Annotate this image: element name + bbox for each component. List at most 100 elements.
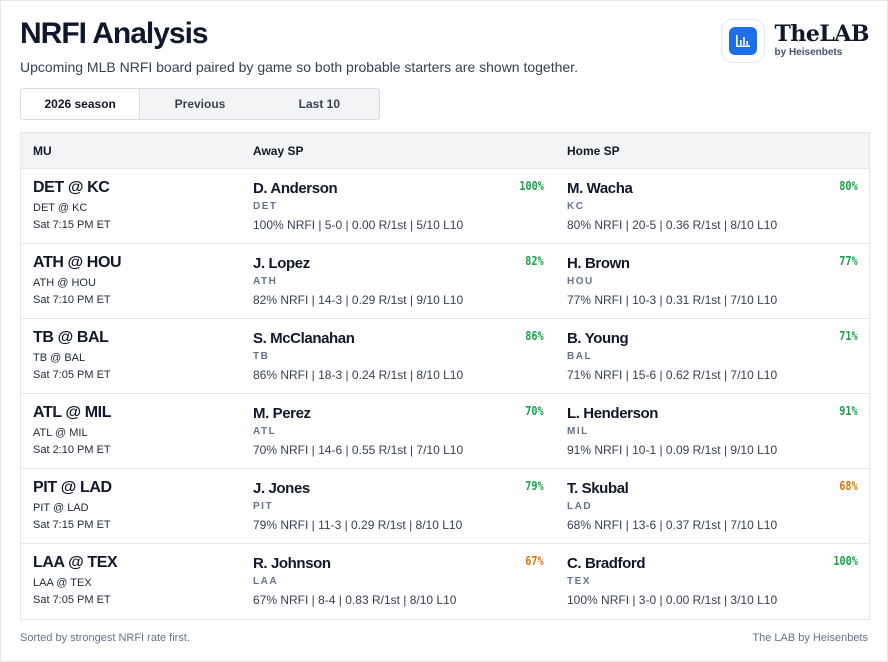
home-pitcher-stats: 77% NRFI | 10-3 | 0.31 R/1st | 7/10 L10 [567,293,778,307]
table-body: DET @ KC DET @ KC Sat 7:15 PM ET D. Ande… [21,169,869,619]
home-nrfi-pct: 91% [839,404,858,418]
brand-byline: by Heisenbets [774,47,843,58]
away-nrfi-pct: 79% [525,479,544,493]
home-nrfi-pct: 77% [839,254,858,268]
home-pitcher-name: L. Henderson [567,405,659,422]
matchup-teams: ATH @ HOU [33,277,96,289]
matchup-teams: LAA @ TEX [33,577,92,589]
away-pitcher-name: R. Johnson [253,555,331,572]
brand-badge [720,19,765,63]
home-starter: T. Skubal LAD 68% NRFI | 13-6 | 0.37 R/1… [567,469,858,544]
game-time: Sat 7:15 PM ET [33,519,111,531]
away-team-code: ATH [253,276,278,287]
home-starter: M. Wacha KC 80% NRFI | 20-5 | 0.36 R/1st… [567,169,858,244]
table-row[interactable]: DET @ KC DET @ KC Sat 7:15 PM ET D. Ande… [21,169,869,244]
matchup-teams: TB @ BAL [33,352,86,364]
table-row[interactable]: PIT @ LAD PIT @ LAD Sat 7:15 PM ET J. Jo… [21,469,869,544]
away-pitcher-name: J. Lopez [253,255,310,272]
matchup-name: ATH @ HOU [33,254,122,271]
away-nrfi-pct: 82% [525,254,544,268]
season-tabs: 2026 season Previous Last 10 [20,88,380,120]
matchup-teams: PIT @ LAD [33,502,89,514]
matchup-name: DET @ KC [33,179,110,196]
tab-last-10[interactable]: Last 10 [298,97,341,111]
away-team-code: PIT [253,501,274,512]
away-pitcher-stats: 67% NRFI | 8-4 | 0.83 R/1st | 8/10 L10 [253,593,457,607]
home-pitcher-name: H. Brown [567,255,630,272]
away-pitcher-name: D. Anderson [253,180,338,197]
away-pitcher-name: S. McClanahan [253,330,355,347]
footer-credit: The LAB by Heisenbets [752,632,868,644]
table-row[interactable]: TB @ BAL TB @ BAL Sat 7:05 PM ET S. McCl… [21,319,869,394]
away-team-code: ATL [253,426,277,437]
away-starter: S. McClanahan TB 86% NRFI | 18-3 | 0.24 … [253,319,544,394]
away-starter: D. Anderson DET 100% NRFI | 5-0 | 0.00 R… [253,169,544,244]
home-team-code: TEX [567,576,591,587]
home-pitcher-name: T. Skubal [567,480,629,497]
away-nrfi-pct: 67% [525,554,544,568]
game-time: Sat 7:05 PM ET [33,369,111,381]
tab-2026-season[interactable]: 2026 season [21,89,141,119]
home-pitcher-stats: 68% NRFI | 13-6 | 0.37 R/1st | 7/10 L10 [567,518,778,532]
home-nrfi-pct: 80% [839,179,858,193]
home-nrfi-pct: 100% [833,554,858,568]
away-pitcher-stats: 86% NRFI | 18-3 | 0.24 R/1st | 8/10 L10 [253,368,464,382]
matchup-teams: ATL @ MIL [33,427,88,439]
away-starter: R. Johnson LAA 67% NRFI | 8-4 | 0.83 R/1… [253,544,544,619]
away-team-code: LAA [253,576,279,587]
brand-text: TheLAB by Heisenbets [775,22,870,60]
away-starter: J. Jones PIT 79% NRFI | 11-3 | 0.29 R/1s… [253,469,544,544]
home-pitcher-stats: 71% NRFI | 15-6 | 0.62 R/1st | 7/10 L10 [567,368,778,382]
home-nrfi-pct: 68% [839,479,858,493]
game-time: Sat 2:10 PM ET [33,444,111,456]
home-pitcher-stats: 91% NRFI | 10-1 | 0.09 R/1st | 9/10 L10 [567,443,778,457]
away-starter: J. Lopez ATH 82% NRFI | 14-3 | 0.29 R/1s… [253,244,544,319]
home-starter: H. Brown HOU 77% NRFI | 10-3 | 0.31 R/1s… [567,244,858,319]
game-time: Sat 7:10 PM ET [33,294,111,306]
home-pitcher-stats: 80% NRFI | 20-5 | 0.36 R/1st | 8/10 L10 [567,218,778,232]
away-nrfi-pct: 86% [525,329,544,343]
brand-logo: TheLAB by Heisenbets [720,19,870,63]
home-pitcher-name: M. Wacha [567,180,633,197]
away-nrfi-pct: 100% [519,179,544,193]
away-pitcher-stats: 79% NRFI | 11-3 | 0.29 R/1st | 8/10 L10 [253,518,463,532]
table-header: MU Away SP Home SP [21,133,869,169]
table-row[interactable]: LAA @ TEX LAA @ TEX Sat 7:05 PM ET R. Jo… [21,544,869,619]
away-starter: M. Perez ATL 70% NRFI | 14-6 | 0.55 R/1s… [253,394,544,469]
home-team-code: MIL [567,426,589,437]
page-subtitle: Upcoming MLB NRFI board paired by game s… [20,59,578,75]
away-pitcher-name: M. Perez [253,405,311,422]
away-pitcher-stats: 70% NRFI | 14-6 | 0.55 R/1st | 7/10 L10 [253,443,464,457]
table-row[interactable]: ATL @ MIL ATL @ MIL Sat 2:10 PM ET M. Pe… [21,394,869,469]
page-title: NRFI Analysis [20,17,209,50]
home-team-code: LAD [567,501,593,512]
home-pitcher-name: B. Young [567,330,629,347]
away-pitcher-name: J. Jones [253,480,310,497]
brand-name: TheLAB [774,21,870,47]
bar-chart-icon [728,27,757,55]
matchup-name: LAA @ TEX [33,554,118,571]
home-team-code: BAL [567,351,593,362]
nrfi-table: MU Away SP Home SP DET @ KC DET @ KC Sat… [20,132,870,620]
away-nrfi-pct: 70% [525,404,544,418]
table-row[interactable]: ATH @ HOU ATH @ HOU Sat 7:10 PM ET J. Lo… [21,244,869,319]
home-starter: B. Young BAL 71% NRFI | 15-6 | 0.62 R/1s… [567,319,858,394]
home-pitcher-stats: 100% NRFI | 3-0 | 0.00 R/1st | 3/10 L10 [567,593,778,607]
away-pitcher-stats: 82% NRFI | 14-3 | 0.29 R/1st | 9/10 L10 [253,293,464,307]
away-team-code: TB [253,351,270,362]
matchup-name: PIT @ LAD [33,479,112,496]
matchup-name: TB @ BAL [33,329,109,346]
column-header-away-sp: Away SP [253,144,304,158]
footer-note: Sorted by strongest NRFI rate first. [20,632,190,644]
matchup-name: ATL @ MIL [33,404,112,421]
game-time: Sat 7:15 PM ET [33,219,111,231]
away-pitcher-stats: 100% NRFI | 5-0 | 0.00 R/1st | 5/10 L10 [253,218,464,232]
matchup-teams: DET @ KC [33,202,88,214]
game-time: Sat 7:05 PM ET [33,594,111,606]
column-header-home-sp: Home SP [567,144,620,158]
away-team-code: DET [253,201,278,212]
home-nrfi-pct: 71% [839,329,858,343]
tab-previous[interactable]: Previous [174,97,226,111]
column-header-mu: MU [33,144,52,158]
